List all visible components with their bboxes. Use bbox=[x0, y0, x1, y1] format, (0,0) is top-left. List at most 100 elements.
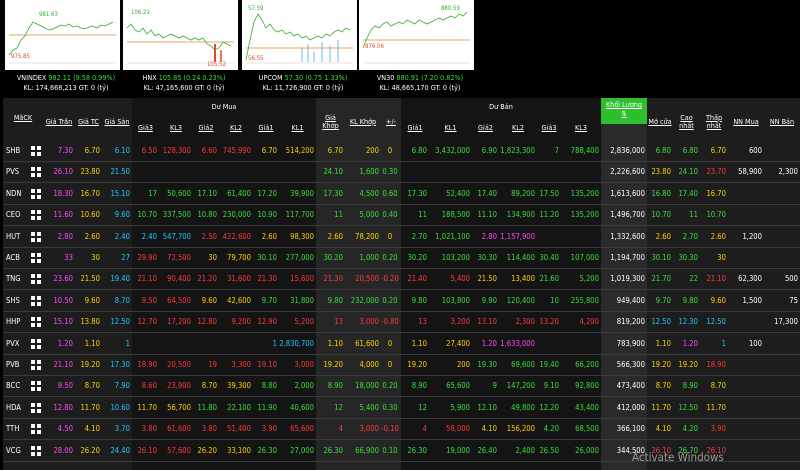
table-row[interactable]: PVX 1.20 1.10 1 1 2,830,700 1.10 61,600 0 1.10 27,… bbox=[3, 333, 800, 354]
cell-b-gia2: 12.10 bbox=[477, 402, 497, 412]
stock-symbol[interactable]: SHB bbox=[6, 146, 21, 155]
header-thap-nhat[interactable]: Thấp nhất bbox=[705, 112, 723, 130]
cell-gia-tc: 1.10 bbox=[84, 338, 100, 348]
stock-symbol[interactable]: TTH bbox=[6, 424, 20, 434]
stock-symbol[interactable]: SHS bbox=[6, 295, 20, 305]
row-separator bbox=[3, 417, 800, 419]
detail-grid-icon[interactable] bbox=[31, 317, 41, 328]
header-gia3[interactable]: Giá3 bbox=[138, 122, 153, 132]
header-nn-mua[interactable]: NN Mua bbox=[733, 116, 759, 126]
header-gia-tc[interactable]: Giá TC bbox=[78, 116, 99, 126]
table-row[interactable]: TNG 23.60 21.50 19.40 21.10 90,400 21.20 31,600… bbox=[3, 268, 800, 289]
header-b-kl2[interactable]: KL2 bbox=[512, 122, 524, 132]
cell-b-gia1: 30.20 bbox=[407, 253, 427, 262]
table-row[interactable]: PVB 21.10 19.20 17.30 18.90 20,500 19 3,300 19.1… bbox=[3, 354, 800, 375]
table-row[interactable]: SHS 10.50 9.60 8.70 9.50 64,500 9.60 42,600 9.70… bbox=[3, 290, 800, 311]
detail-grid-icon[interactable] bbox=[31, 445, 41, 456]
detail-grid-icon[interactable] bbox=[31, 146, 41, 156]
detail-grid-icon[interactable] bbox=[31, 167, 41, 178]
cell-gia3 bbox=[132, 161, 159, 182]
detail-grid-icon[interactable] bbox=[31, 253, 41, 263]
table-row[interactable]: HDA 12.80 11.70 10.60 11.70 56,700 11.80 22,100… bbox=[3, 397, 800, 418]
header-b-gia2[interactable]: Giá2 bbox=[478, 122, 493, 132]
cell-gia-san: 24.40 bbox=[110, 445, 130, 455]
cell-gia1: 2.60 bbox=[261, 231, 277, 241]
cell-kl-khop: 5,000 bbox=[359, 210, 379, 220]
stock-symbol[interactable]: TNG bbox=[6, 274, 21, 284]
header-kl3[interactable]: KL3 bbox=[170, 122, 182, 132]
table-row[interactable]: BCC 9.50 8.70 7.90 8.60 23,900 8.70 39,300 8.80 2… bbox=[3, 375, 800, 396]
cell-b-kl3: 135,200 bbox=[570, 210, 599, 220]
detail-grid-icon[interactable] bbox=[31, 360, 41, 370]
header-gia-tran[interactable]: Giá Trần bbox=[45, 116, 73, 126]
stock-symbol[interactable]: BCC bbox=[6, 381, 21, 391]
header-cao-nhat[interactable]: Cao nhất bbox=[679, 112, 694, 130]
header-nn-ban[interactable]: NN Bán bbox=[769, 116, 795, 126]
cell-gia-tran: 33 bbox=[64, 253, 73, 262]
cell-kl2: 33,100 bbox=[227, 445, 251, 455]
header-kl1[interactable]: KL1 bbox=[291, 122, 304, 132]
header-gia2[interactable]: Giá2 bbox=[198, 122, 214, 132]
upcom-chart-lo: 56.55 bbox=[248, 55, 263, 62]
detail-grid-icon[interactable] bbox=[31, 424, 41, 435]
detail-grid-icon[interactable] bbox=[31, 295, 41, 306]
cell-b-kl1: 27,400 bbox=[446, 338, 470, 348]
cell-gia1: 1 bbox=[272, 338, 277, 348]
stock-symbol[interactable]: HDA bbox=[6, 402, 21, 412]
table-row[interactable]: TTH 4.50 4.10 3.70 3.80 61,600 3.80 51,400 3.90 6… bbox=[3, 418, 800, 439]
header-mo-cua[interactable]: Mở cửa bbox=[648, 116, 672, 126]
detail-grid-icon[interactable] bbox=[31, 274, 41, 285]
stock-symbol[interactable]: VCG bbox=[6, 445, 21, 455]
cell-gia-tran: 12.80 bbox=[53, 402, 73, 412]
header-b-gia1[interactable]: Giá1 bbox=[407, 122, 423, 132]
detail-grid-icon[interactable] bbox=[31, 402, 41, 413]
header-pm[interactable]: +/- bbox=[386, 116, 396, 126]
header-khoi-luong[interactable]: Khối Lượng ⇅ bbox=[601, 98, 647, 124]
table-row[interactable]: ACB 33 30 27 29.90 72,500 30 79,700 30.10 277,000… bbox=[3, 247, 800, 268]
header-gia-khop[interactable]: Giá Khớp bbox=[322, 112, 339, 130]
cell-b-gia2: 9 bbox=[492, 381, 497, 391]
cell-thap-nhat: 6.70 bbox=[710, 146, 726, 155]
cell-kl2: 3,300 bbox=[231, 360, 251, 369]
table-row[interactable]: HUT 2.80 2.60 2.40 2.40 547,700 2.50 422,600 2.6… bbox=[3, 226, 800, 247]
header-kl-khop[interactable]: KL Khớp bbox=[349, 116, 377, 126]
cell-pm: -0.80 bbox=[381, 317, 399, 327]
cell-b-gia2: 17.40 bbox=[477, 188, 497, 198]
detail-grid-icon[interactable] bbox=[31, 338, 41, 349]
header-ma-ck[interactable]: MãCK bbox=[13, 112, 33, 122]
stock-symbol[interactable]: HHP bbox=[6, 317, 21, 327]
stock-symbol[interactable]: PVX bbox=[6, 338, 20, 348]
stock-symbol[interactable]: HUT bbox=[6, 231, 21, 241]
table-row[interactable]: PVS 26.10 23.80 21.50 24.10 1,600 0.30 2,226,60… bbox=[3, 161, 800, 182]
table-row[interactable]: SHB 7.30 6.70 6.10 6.50 128,300 6.60 745,990 6.7… bbox=[3, 140, 800, 161]
header-kl2[interactable]: KL2 bbox=[230, 122, 242, 132]
header-b-kl3[interactable]: KL3 bbox=[575, 122, 587, 132]
cell-b-gia2: 11.10 bbox=[477, 210, 497, 220]
header-gia-san[interactable]: Giá Sàn bbox=[104, 116, 130, 126]
vn30-pct: 0.82% bbox=[440, 73, 461, 82]
stock-symbol[interactable]: CEO bbox=[6, 210, 21, 220]
cell-thap-nhat: 12.50 bbox=[706, 317, 726, 327]
detail-grid-icon[interactable] bbox=[31, 231, 41, 242]
stock-symbol[interactable]: PVS bbox=[6, 167, 20, 177]
table-row[interactable]: CEO 11.60 10.60 9.60 10.70 337,500 10.80 230,00… bbox=[3, 204, 800, 225]
detail-grid-icon[interactable] bbox=[31, 210, 41, 221]
cell-pm: 0.30 bbox=[382, 167, 398, 177]
stock-symbol[interactable]: ACB bbox=[6, 253, 20, 262]
row-separator bbox=[3, 246, 800, 248]
detail-grid-icon[interactable] bbox=[31, 381, 41, 392]
cell-gia-san: 12.50 bbox=[110, 317, 130, 327]
cell-gia-tran: 11.60 bbox=[53, 210, 73, 220]
cell-gia2: 2.50 bbox=[201, 231, 217, 241]
table-row[interactable]: HHP 15.10 13.80 12.50 12.70 17,200 12.80 9,200 1… bbox=[3, 311, 800, 332]
header-b-kl1[interactable]: KL1 bbox=[444, 122, 457, 132]
table-row[interactable]: NDN 18.30 16.70 15.10 17 50,600 17.10 61,400 17.… bbox=[3, 183, 800, 204]
stock-symbol[interactable]: PVB bbox=[6, 360, 20, 369]
cell-b-kl3: 255,800 bbox=[570, 295, 599, 305]
cell-kl3: 17,200 bbox=[167, 317, 191, 327]
stock-symbol[interactable]: NDN bbox=[6, 188, 22, 198]
detail-grid-icon[interactable] bbox=[31, 188, 41, 199]
table-row[interactable]: VCG 28.00 26.20 24.40 26.10 57,600 26.20 33,100… bbox=[3, 440, 800, 461]
header-b-gia3[interactable]: Giá3 bbox=[541, 122, 557, 132]
header-gia1[interactable]: Giá1 bbox=[258, 122, 274, 132]
